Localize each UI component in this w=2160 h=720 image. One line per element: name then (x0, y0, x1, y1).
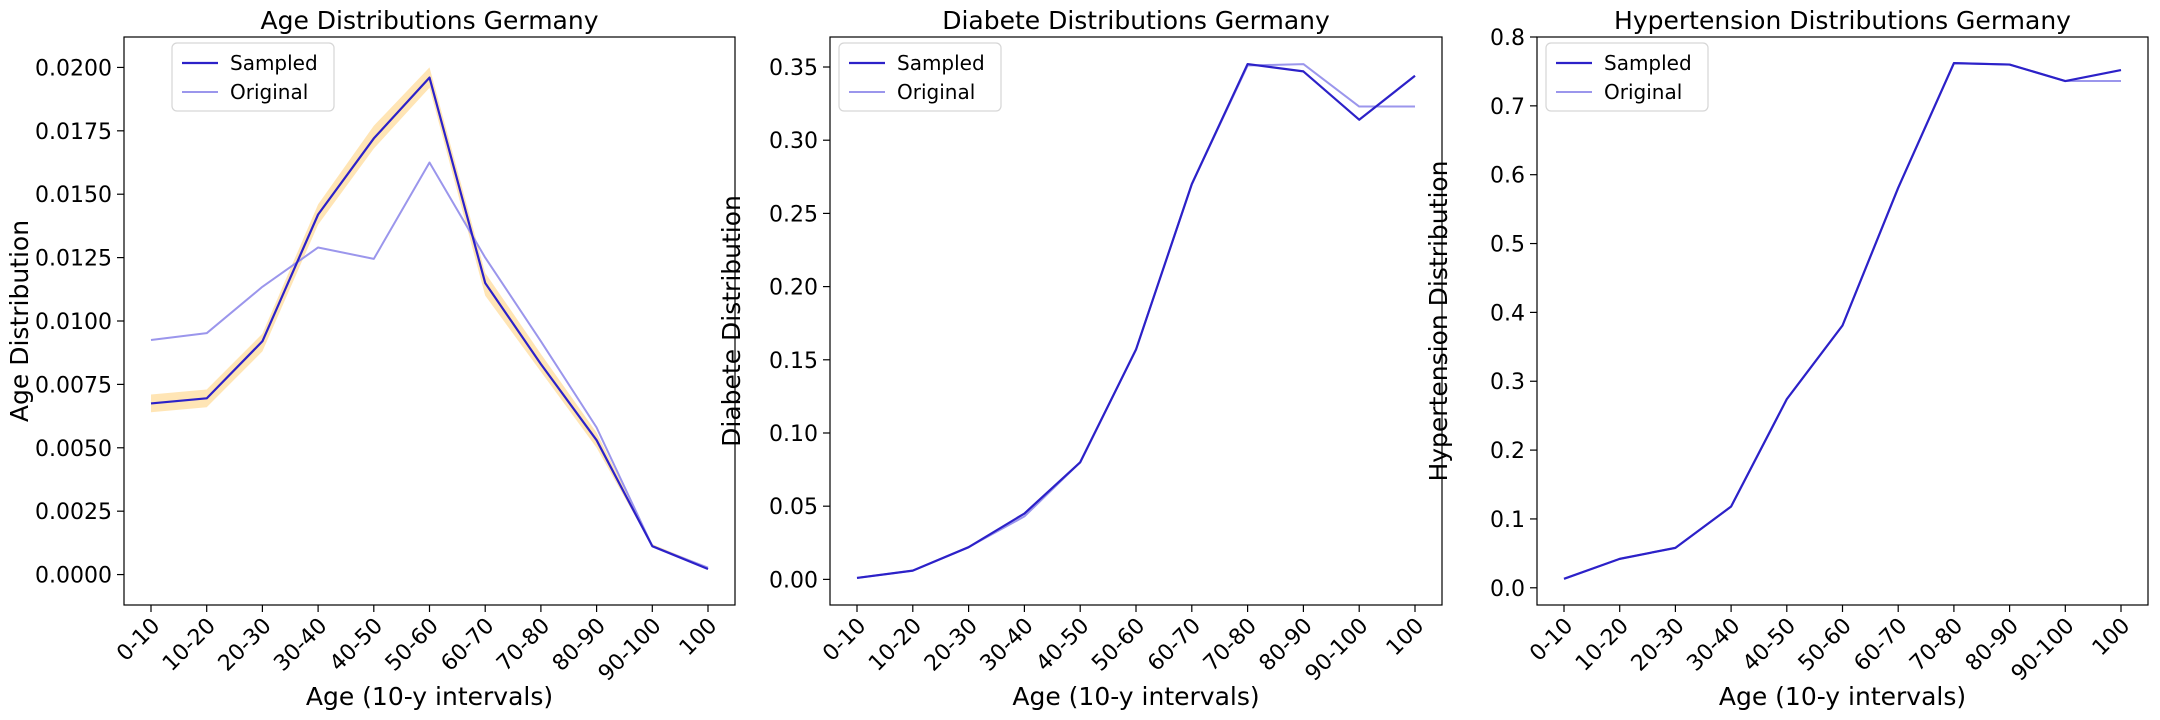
x-tick-label: 20-30 (214, 614, 277, 677)
x-tick-label: 20-30 (1627, 614, 1690, 677)
x-tick-label: 40-50 (1738, 614, 1801, 677)
axes-frame (1536, 36, 2149, 606)
legend-box (171, 42, 335, 112)
legend-label-sampled: Sampled (1604, 51, 1692, 75)
x-tick-label: 60-70 (1143, 614, 1206, 677)
x-tick-label: 30-40 (976, 614, 1039, 677)
series-line-sampled (1563, 62, 2122, 580)
y-tick-label: 0.0125 (35, 247, 112, 272)
series-line-sampled (856, 62, 1416, 580)
x-tick-label: 60-70 (1850, 614, 1913, 677)
y-tick-label: 0.05 (769, 495, 818, 520)
chart-panel-1: 0.0000 0.0025 0.0050 0.0075 0.0100 0.0125 0.01… (5, 6, 736, 711)
y-tick-label: 0.7 (1490, 95, 1525, 120)
y-tick-label: 0.35 (769, 56, 818, 81)
x-tick-label: 60-70 (437, 614, 500, 677)
legend-box (1545, 42, 1709, 112)
y-tick-label: 0.0025 (35, 500, 112, 525)
x-tick-label: 30-40 (1682, 614, 1745, 677)
y-axis-label: Age Distribution (5, 220, 34, 422)
series-line-original (856, 63, 1415, 579)
x-tick-label: 90-100 (2007, 614, 2080, 687)
axes-frame (123, 36, 736, 606)
y-tick-label: 0.0100 (35, 310, 112, 335)
legend-label-sampled: Sampled (897, 51, 985, 75)
x-tick-label: 70-80 (492, 614, 555, 677)
x-tick-label: 50-60 (1087, 614, 1150, 677)
series-line-original (1563, 62, 2121, 580)
y-tick-label: 0.30 (769, 129, 818, 154)
y-tick-label: 0.0175 (35, 120, 112, 145)
series-line-original (150, 161, 709, 569)
y-tick-label: 0.0000 (35, 564, 112, 589)
chart-panel-3: 0.00.10.20.30.40.50.60.70.80-1010-2020-3… (1424, 6, 2149, 711)
x-tick-label: 70-80 (1199, 614, 1262, 677)
chart-title: Age Distributions Germany (260, 6, 598, 35)
y-tick-label: 0.0075 (35, 373, 112, 398)
x-tick-label: 50-60 (1794, 614, 1857, 677)
x-axis-label: Age (10-y intervals) (1012, 682, 1259, 711)
y-tick-label: 0.6 (1490, 164, 1525, 189)
axes-frame (829, 36, 1443, 606)
y-tick-label: 0.1 (1490, 508, 1525, 533)
legend-label-sampled: Sampled (230, 51, 318, 75)
x-tick-label: 10-20 (864, 614, 927, 677)
x-tick-label: 30-40 (269, 614, 332, 677)
x-tick-label: 100 (675, 614, 722, 661)
chart-title: Hypertension Distributions Germany (1614, 6, 2071, 35)
chart-panel-2: 0.000.050.100.150.200.250.300.350-1010-2… (717, 6, 1443, 711)
x-tick-label: 90-100 (594, 614, 667, 687)
y-tick-label: 0.8 (1490, 26, 1525, 51)
legend-label-original: Original (1604, 80, 1682, 104)
x-axis-label: Age (10-y intervals) (1719, 682, 1966, 711)
x-tick-label: 20-30 (920, 614, 983, 677)
y-tick-label: 0.0150 (35, 183, 112, 208)
legend-box (838, 42, 1002, 112)
y-tick-label: 0.4 (1490, 301, 1525, 326)
x-tick-label: 100 (1382, 614, 1429, 661)
y-axis-label: Hypertension Distribution (1424, 160, 1453, 481)
y-tick-label: 0.20 (769, 276, 818, 301)
x-tick-label: 40-50 (1032, 614, 1095, 677)
x-tick-label: 10-20 (1571, 614, 1634, 677)
legend-label-original: Original (230, 80, 308, 104)
x-tick-label: 50-60 (381, 614, 444, 677)
y-tick-label: 0.25 (769, 202, 818, 227)
y-tick-label: 0.5 (1490, 233, 1525, 258)
x-tick-label: 90-100 (1301, 614, 1374, 687)
x-tick-label: 100 (2088, 614, 2135, 661)
x-axis-label: Age (10-y intervals) (306, 682, 553, 711)
x-tick-label: 40-50 (325, 614, 388, 677)
y-tick-label: 0.2 (1490, 439, 1525, 464)
series-line-sampled (150, 76, 709, 571)
legend: Sampled Original (1545, 42, 1709, 112)
y-tick-label: 0.0050 (35, 437, 112, 462)
y-tick-label: 0.3 (1490, 370, 1525, 395)
x-tick-label: 70-80 (1905, 614, 1968, 677)
chart-title: Diabete Distributions Germany (942, 6, 1330, 35)
legend-label-original: Original (897, 80, 975, 104)
y-tick-label: 0.0200 (35, 56, 112, 81)
x-tick-label: 10-20 (158, 614, 221, 677)
legend: Sampled Original (838, 42, 1002, 112)
y-tick-label: 0.0 (1490, 577, 1525, 602)
y-tick-label: 0.10 (769, 422, 818, 447)
y-axis-label: Diabete Distribution (717, 195, 746, 447)
y-tick-label: 0.15 (769, 349, 818, 374)
legend: Sampled Original (171, 42, 335, 112)
y-tick-label: 0.00 (769, 568, 818, 593)
